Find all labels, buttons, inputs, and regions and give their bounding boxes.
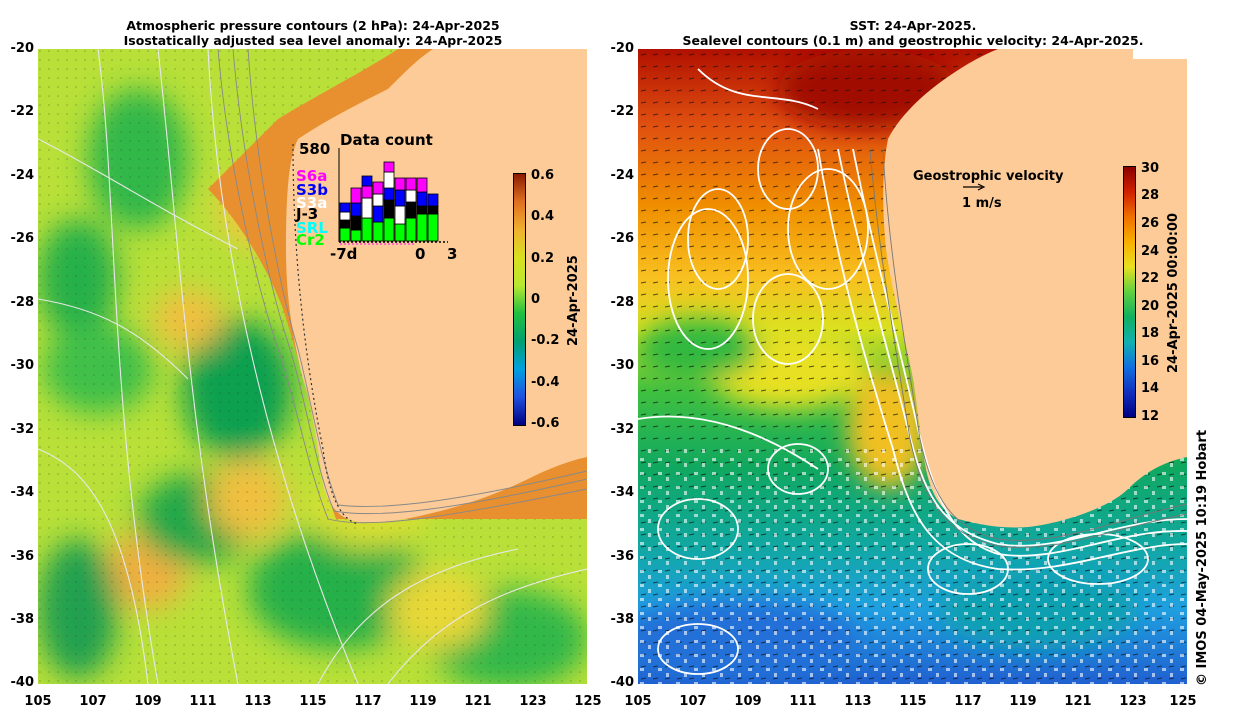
- right-xtick: 125: [1169, 694, 1197, 709]
- left-ytick: -26: [10, 231, 35, 246]
- left-cbar-tick: 0.6: [531, 168, 555, 183]
- right-cbar-tick: 30: [1141, 161, 1160, 176]
- left-xtick: 121: [464, 694, 492, 709]
- left-cbar-tick: -0.4: [531, 375, 560, 390]
- right-ytick: -38: [610, 612, 635, 627]
- right-xtick: 111: [789, 694, 817, 709]
- right-ytick: -20: [610, 41, 635, 56]
- right-ytick: -22: [610, 104, 635, 119]
- sat-label-s6a: S6a: [296, 167, 328, 185]
- right-xtick: 119: [1009, 694, 1037, 709]
- right-ytick: -28: [610, 295, 635, 310]
- right-cbar-tick: 24: [1141, 244, 1160, 259]
- right-xtick: 123: [1119, 694, 1147, 709]
- left-cbar-label: 24-Apr-2025: [566, 255, 581, 346]
- left-ytick: -28: [10, 295, 35, 310]
- inset-xlabel: 0: [415, 245, 426, 263]
- left-ytick: -38: [10, 612, 35, 627]
- left-ytick: -30: [10, 358, 35, 373]
- inset-title: Data count: [340, 131, 433, 149]
- left-xtick: 123: [519, 694, 547, 709]
- left-xtick: 107: [79, 694, 107, 709]
- left-ytick: -34: [10, 485, 35, 500]
- right-xtick: 107: [679, 694, 707, 709]
- right-cbar-tick: 12: [1141, 409, 1160, 424]
- right-xtick: 117: [954, 694, 982, 709]
- left-cbar-tick: -0.2: [531, 333, 560, 348]
- left-ytick: -20: [10, 41, 35, 56]
- right-cbar-tick: 20: [1141, 299, 1160, 314]
- velocity-arrow-icon: [963, 183, 986, 191]
- right-xtick: 121: [1064, 694, 1092, 709]
- right-ytick: -30: [610, 358, 635, 373]
- velocity-legend-scale: 1 m/s: [962, 196, 1002, 211]
- left-cbar-tick: 0.2: [531, 251, 555, 266]
- sat-label-j3: J-3: [296, 205, 319, 223]
- left-cbar-tick: 0: [531, 292, 541, 307]
- left-title-line1: Atmospheric pressure contours (2 hPa): 2…: [126, 18, 500, 33]
- right-cbar-tick: 16: [1141, 354, 1160, 369]
- left-xtick: 105: [24, 694, 52, 709]
- right-xtick: 113: [844, 694, 872, 709]
- right-title-line1: SST: 24-Apr-2025.: [849, 18, 977, 33]
- left-ytick: -24: [10, 168, 35, 183]
- right-ytick: -26: [610, 231, 635, 246]
- right-cbar-tick: 18: [1141, 326, 1160, 341]
- left-xtick: 115: [299, 694, 327, 709]
- left-ytick: -36: [10, 549, 35, 564]
- left-ytick: -40: [10, 675, 35, 690]
- inset-xlabel: -7d: [330, 245, 358, 263]
- right-map: [638, 49, 1187, 684]
- left-xtick: 113: [244, 694, 272, 709]
- right-cbar-tick: 28: [1141, 188, 1160, 203]
- copyright-notice: © IMOS 04-May-2025 10:19 Hobart: [1195, 429, 1210, 686]
- sat-label-s3b: S3b: [296, 181, 328, 199]
- sat-label-cr2: Cr2: [296, 231, 325, 249]
- right-xtick: 105: [624, 694, 652, 709]
- right-colorbar: [1123, 166, 1136, 418]
- left-xtick: 125: [574, 694, 602, 709]
- right-ytick: -24: [610, 168, 635, 183]
- right-cbar-tick: 14: [1141, 381, 1160, 396]
- inset-max-label: 580: [299, 140, 331, 158]
- right-ytick: -32: [610, 422, 635, 437]
- left-xtick: 117: [354, 694, 382, 709]
- sat-label-s3a: S3a: [296, 194, 328, 212]
- right-title-line2: Sealevel contours (0.1 m) and geostrophi…: [682, 33, 1144, 48]
- right-cbar-tick: 26: [1141, 216, 1160, 231]
- left-xtick: 119: [409, 694, 437, 709]
- right-xtick: 115: [899, 694, 927, 709]
- left-cbar-tick: 0.4: [531, 209, 555, 224]
- left-xtick: 109: [134, 694, 162, 709]
- left-cbar-tick: -0.6: [531, 416, 560, 431]
- left-xtick: 111: [189, 694, 217, 709]
- right-ytick: -40: [610, 675, 635, 690]
- right-ytick: -34: [610, 485, 635, 500]
- left-ytick: -32: [10, 422, 35, 437]
- left-map: [38, 49, 587, 684]
- right-cbar-label: 24-Apr-2025 00:00:00: [1166, 212, 1181, 373]
- left-title-line2: Isostatically adjusted sea level anomaly…: [123, 33, 503, 48]
- left-colorbar: [513, 173, 526, 426]
- inset-xlabel: 3: [447, 245, 458, 263]
- inset-bar-chart: [338, 148, 448, 245]
- sat-label-srl: SRL: [296, 219, 328, 237]
- left-ytick: -22: [10, 104, 35, 119]
- right-ytick: -36: [610, 549, 635, 564]
- right-xtick: 109: [734, 694, 762, 709]
- velocity-legend-title: Geostrophic velocity: [913, 169, 1064, 184]
- right-cbar-tick: 22: [1141, 271, 1160, 286]
